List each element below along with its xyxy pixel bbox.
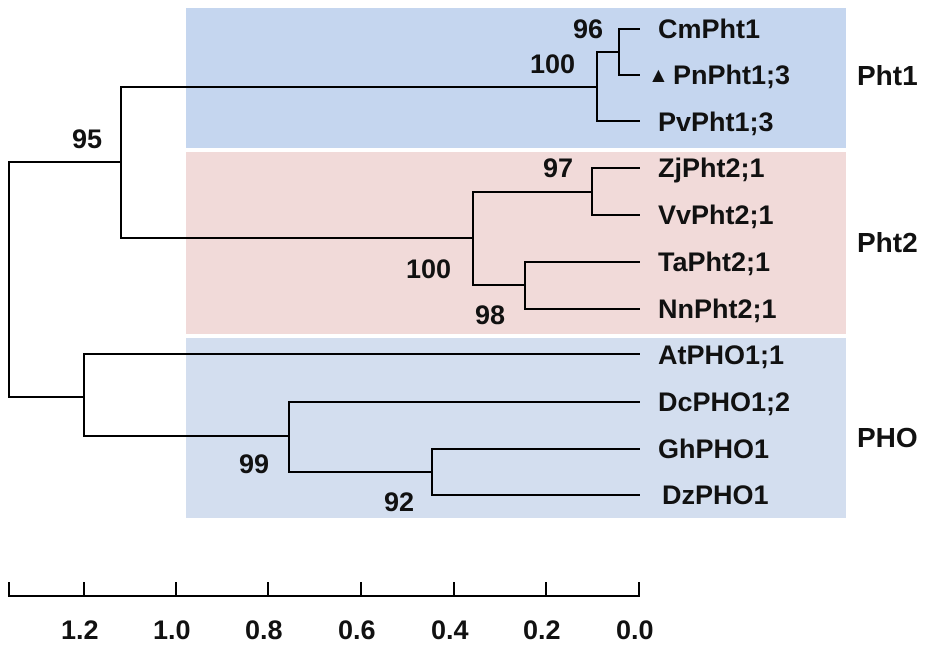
group-label-pht2: Pht2 [857,227,918,258]
leaf-nn-pht2-1: NnPht2;1 [658,294,777,324]
leaf-cm-pht1: CmPht1 [658,14,761,44]
leaf-gh-pho1: GhPHO1 [658,434,770,464]
bootstrap-pht1-clade: 100 [530,49,576,79]
leaf-dz-pho1: DzPHO1 [662,480,769,510]
leaf-vv-pht2-1: VvPht2;1 [658,200,774,230]
scale-tick-label: 0.8 [245,615,283,645]
leaf-zj-pht2-1: ZjPht2;1 [658,153,765,183]
scale-tick-label: 1.2 [61,615,99,645]
leaf-ta-pht2-1: TaPht2;1 [658,247,771,277]
bootstrap-cm-pn: 96 [573,14,604,44]
filled-triangle-icon: ▲ [648,64,669,87]
bootstrap-root-split: 95 [72,124,103,154]
group-label-pho: PHO [857,422,918,453]
bootstrap-zj-vv: 97 [543,153,574,183]
scale-tick-label: 0.0 [616,615,654,645]
scale-tick-label: 1.0 [153,615,191,645]
bootstrap-pht2-clade: 100 [406,254,452,284]
pho-clade-box [186,338,846,518]
bootstrap-ta-nn: 98 [475,300,506,330]
leaf-at-pho1-1: AtPHO1;1 [658,340,785,370]
scale-tick-label: 0.2 [523,615,561,645]
leaf-pn-pht1-3: PnPht1;3 [673,60,791,90]
leaf-dc-pho1-2: DcPHO1;2 [658,387,791,417]
scale-tick-label: 0.4 [431,615,469,645]
pht2-clade-box [186,152,846,334]
bootstrap-gh-dz: 92 [384,487,415,517]
pht1-clade-box [186,8,846,148]
scale-tick-label: 0.6 [338,615,376,645]
bootstrap-dc-gh-dz: 99 [239,449,270,479]
group-label-pht1: Pht1 [857,60,918,91]
leaf-pv-pht1-3: PvPht1;3 [658,107,774,137]
